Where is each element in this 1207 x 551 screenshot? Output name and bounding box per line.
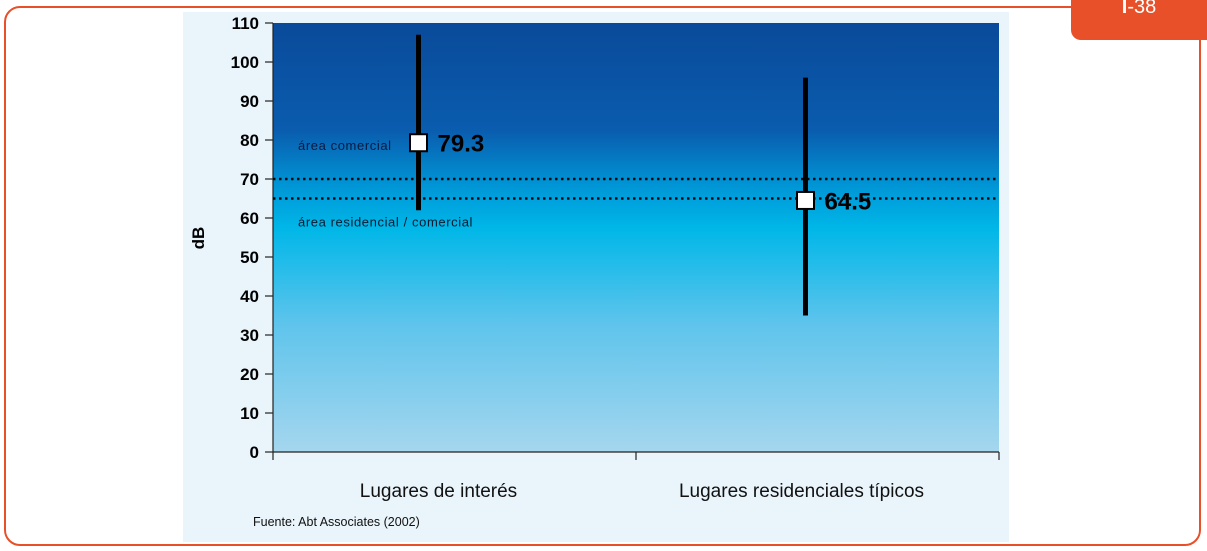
axes: 0 10 20 30 40 50 60 70 80 90 100 110 Lugares de inte… [231,14,1000,502]
y-tick-label: 10 [240,404,259,423]
figure-number: -38 [1127,0,1157,18]
mean-marker [796,190,815,210]
y-axis-label: dB [189,227,208,250]
y-tick-label: 80 [240,131,259,150]
y-tick-label: 0 [250,443,259,462]
reference-line-label: área comercial [298,138,392,153]
data-label: 79.3 [438,131,485,158]
y-tick-label: 90 [240,92,259,111]
x-tick-label: Lugares residenciales típicos [679,481,924,502]
y-tick-label: 50 [240,248,259,267]
reference-lines: área comercial área residencial / comerci… [273,138,999,230]
y-tick-label: 40 [240,287,259,306]
figure-number-badge: I-38 [1071,0,1207,40]
y-tick-label: 30 [240,326,259,345]
figure-prefix: I [1121,0,1128,18]
plot-area [273,23,999,452]
x-tick-label: Lugares de interés [360,481,517,502]
reference-line-label: área residencial / comercial [298,215,473,230]
y-tick-label: 100 [231,53,259,72]
mean-marker [409,133,428,153]
y-tick-label: 60 [240,209,259,228]
source-note: Fuente: Abt Associates (2002) [253,515,420,529]
data-marks: 79.3 64.5 [409,34,872,316]
y-tick-label: 70 [240,170,259,189]
data-label: 64.5 [825,188,872,215]
y-tick-label: 20 [240,365,259,384]
figure-frame [4,6,1201,546]
y-tick-label: 110 [232,14,259,33]
